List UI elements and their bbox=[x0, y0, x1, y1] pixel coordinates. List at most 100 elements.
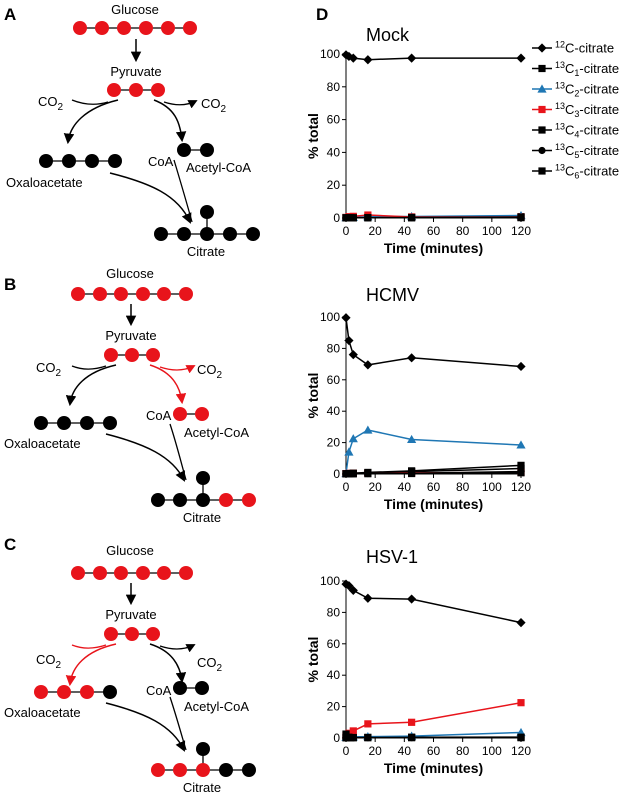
data-point bbox=[349, 214, 357, 222]
legend-label: 13C6-citrate bbox=[555, 163, 619, 181]
legend-label: 13C3-citrate bbox=[555, 101, 619, 119]
data-point bbox=[407, 434, 417, 444]
data-point bbox=[344, 51, 354, 62]
data-point bbox=[345, 470, 353, 478]
citrate-atoms bbox=[151, 742, 256, 777]
x-tick-label: 80 bbox=[456, 224, 470, 238]
y-axis-label: % total bbox=[305, 113, 321, 159]
citrate-label: Citrate bbox=[187, 244, 225, 259]
data-point bbox=[407, 594, 417, 604]
acetylcoa-atoms bbox=[173, 681, 209, 695]
oxaloacetate-label: Oxaloacetate bbox=[6, 175, 83, 190]
panel-label-b: B bbox=[4, 275, 16, 294]
data-point bbox=[516, 53, 526, 63]
oxaloacetate-atoms bbox=[34, 685, 117, 699]
legend-marker bbox=[537, 43, 547, 53]
co2-left-label: CO2 bbox=[36, 652, 62, 671]
data-point bbox=[516, 361, 526, 372]
x-tick-label: 0 bbox=[343, 224, 350, 238]
y-tick-label: 100 bbox=[320, 310, 340, 324]
data-point bbox=[341, 313, 351, 323]
chart-hsv-1: HSV-1 0 20 40 60 80 100 0 20 40 60 80 100 120 Time (mi… bbox=[305, 547, 531, 776]
glucose-label: Glucose bbox=[111, 2, 159, 17]
x-axis-label: Time (minutes) bbox=[384, 760, 483, 776]
co2-right-label: CO2 bbox=[197, 362, 223, 381]
glucose-label: Glucose bbox=[106, 543, 154, 558]
legend-entry: 12C-citrate bbox=[532, 40, 614, 56]
acetylcoa-label: Acetyl-CoA bbox=[184, 699, 249, 714]
citrate-atoms bbox=[154, 205, 260, 241]
legend-entry: 13C4-citrate bbox=[532, 122, 619, 140]
legend-label: 12C-citrate bbox=[555, 40, 614, 56]
x-tick-label: 60 bbox=[427, 224, 441, 238]
co2-left-label: CO2 bbox=[38, 94, 64, 113]
pathway-a: Glucose Pyruvate CO2 CO2 Oxaloacetate Co… bbox=[6, 2, 260, 259]
x-tick-label: 0 bbox=[343, 480, 350, 494]
x-tick-label: 80 bbox=[456, 744, 470, 758]
y-tick-label: 0 bbox=[333, 467, 340, 481]
x-tick-label: 120 bbox=[511, 224, 531, 238]
data-point bbox=[517, 699, 525, 707]
data-point bbox=[363, 55, 373, 65]
x-tick-label: 20 bbox=[368, 744, 382, 758]
glucose-atoms bbox=[71, 566, 193, 580]
citrate-label: Citrate bbox=[183, 510, 221, 525]
legend-label: 13C2-citrate bbox=[555, 81, 619, 99]
data-point bbox=[364, 214, 372, 222]
data-point bbox=[345, 733, 353, 741]
data-point bbox=[363, 360, 373, 370]
chart-title: Mock bbox=[366, 25, 410, 45]
data-point bbox=[348, 585, 358, 596]
legend-marker bbox=[538, 105, 546, 114]
legend-marker bbox=[538, 146, 546, 155]
data-point bbox=[344, 581, 354, 591]
legend-label: 13C1-citrate bbox=[555, 60, 619, 78]
data-point bbox=[349, 727, 357, 735]
co2-right-label: CO2 bbox=[197, 655, 223, 674]
data-point bbox=[345, 214, 353, 222]
y-tick-label: 20 bbox=[327, 700, 341, 714]
panel-label-c: C bbox=[4, 535, 16, 554]
y-tick-label: 0 bbox=[333, 211, 340, 225]
chart-title: HSV-1 bbox=[366, 547, 418, 567]
data-point bbox=[517, 461, 525, 469]
data-point bbox=[408, 718, 416, 726]
pyruvate-label: Pyruvate bbox=[105, 328, 156, 343]
legend: 12C-citrate 13C1-citrate 13C2-citrate 13C3-… bbox=[532, 40, 619, 181]
legend-marker bbox=[538, 64, 546, 73]
pyruvate-atoms bbox=[104, 627, 160, 641]
data-point bbox=[349, 733, 357, 742]
data-point bbox=[363, 593, 373, 603]
panel-label-d: D bbox=[316, 5, 328, 24]
acetylcoa-atoms bbox=[173, 407, 209, 421]
x-tick-label: 60 bbox=[427, 480, 441, 494]
panel-label-a: A bbox=[4, 5, 16, 24]
x-tick-label: 40 bbox=[398, 224, 412, 238]
x-tick-label: 60 bbox=[427, 744, 441, 758]
oxaloacetate-atoms bbox=[39, 154, 122, 168]
y-tick-label: 80 bbox=[327, 80, 341, 94]
citrate-label: Citrate bbox=[183, 780, 221, 795]
coa-label: CoA bbox=[146, 683, 172, 698]
legend-entry: 13C6-citrate bbox=[532, 163, 619, 181]
x-tick-label: 80 bbox=[456, 480, 470, 494]
y-tick-label: 100 bbox=[320, 574, 340, 588]
data-point bbox=[517, 734, 525, 742]
glucose-atoms bbox=[71, 287, 193, 301]
legend-entry: 13C1-citrate bbox=[532, 60, 619, 78]
legend-label: 13C4-citrate bbox=[555, 122, 619, 140]
x-tick-label: 20 bbox=[368, 480, 382, 494]
pathway-b: Glucose Pyruvate CO2 CO2 Oxaloacetate Co… bbox=[4, 266, 256, 525]
data-point bbox=[517, 214, 525, 222]
data-point bbox=[517, 469, 525, 477]
y-tick-label: 0 bbox=[333, 731, 340, 745]
legend-marker bbox=[537, 84, 547, 93]
data-point bbox=[364, 470, 372, 478]
series-12c-citrate bbox=[341, 579, 526, 628]
oxaloacetate-atoms bbox=[34, 416, 117, 430]
x-tick-label: 20 bbox=[368, 224, 382, 238]
chart-mock: Mock 0 20 40 60 80 100 0 20 40 60 80 100 120 Time (min… bbox=[305, 25, 531, 256]
x-axis-label: Time (minutes) bbox=[384, 496, 483, 512]
legend-entry: 13C2-citrate bbox=[532, 81, 619, 99]
data-point bbox=[349, 470, 357, 478]
